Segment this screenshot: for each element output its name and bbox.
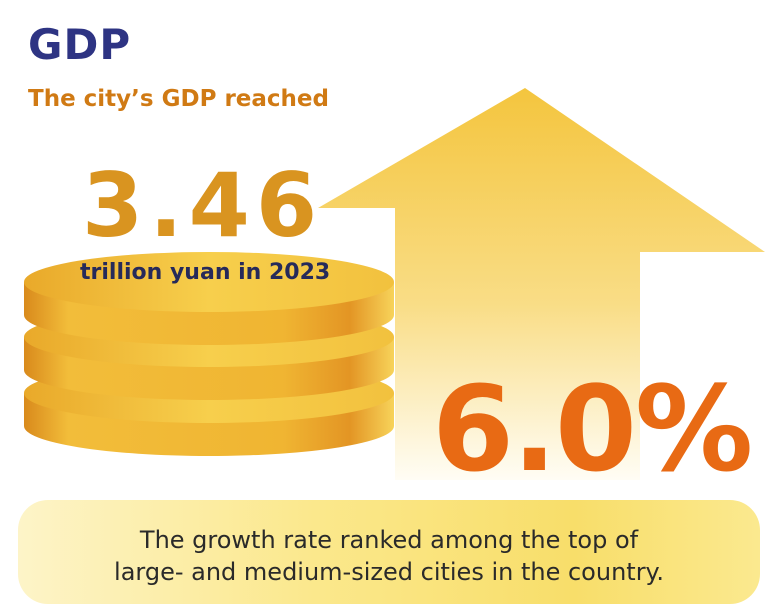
banner-text: The growth rate ranked among the top of … (18, 524, 760, 588)
page-title: GDP (28, 20, 132, 69)
up-arrow-icon (318, 88, 765, 480)
subtitle: The city’s GDP reached (28, 86, 329, 112)
banner-line-2: large- and medium-sized cities in the co… (114, 558, 664, 586)
gdp-unit-label: trillion yuan in 2023 (80, 260, 331, 285)
coin-stack-icon (24, 252, 394, 456)
banner-line-1: The growth rate ranked among the top of (139, 526, 639, 554)
gdp-value: 3.46 (82, 154, 324, 257)
growth-rank-banner: The growth rate ranked among the top of … (18, 500, 760, 604)
growth-rate-value: 6.0% (432, 360, 753, 498)
